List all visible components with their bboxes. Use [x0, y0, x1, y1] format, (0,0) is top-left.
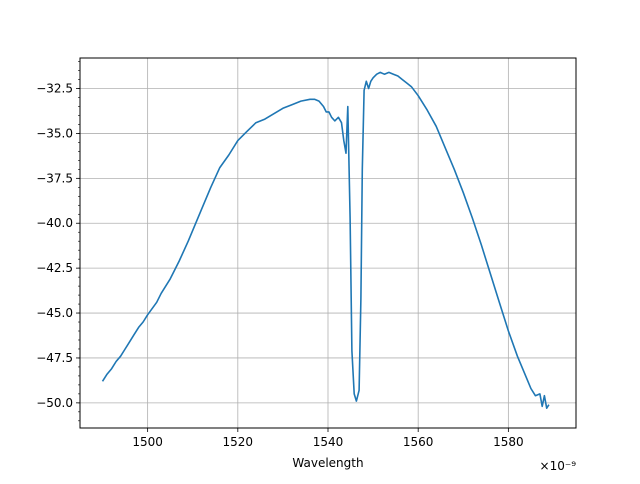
- x-axis-offset-label: ×10⁻⁹: [540, 459, 577, 473]
- y-tick-label: −32.5: [36, 82, 73, 96]
- series-layer: [101, 71, 550, 410]
- x-tick-label: 1540: [313, 435, 344, 449]
- x-tick-label: 1580: [493, 435, 524, 449]
- x-tick-label: 1500: [132, 435, 163, 449]
- plot-frame: [79, 57, 577, 429]
- y-tick-label: −42.5: [36, 261, 73, 275]
- y-tick-label: −37.5: [36, 171, 73, 185]
- grid-layer: [80, 58, 576, 428]
- y-tick-label: −35.0: [36, 126, 73, 140]
- y-tick-label: −45.0: [36, 306, 73, 320]
- x-tick-label: 1560: [403, 435, 434, 449]
- x-axis-label: Wavelength: [292, 456, 363, 470]
- spectrum-line: [101, 71, 550, 410]
- y-tick-label: −40.0: [36, 216, 73, 230]
- x-tick-label: 1520: [223, 435, 254, 449]
- tick-layer: 1500 1520 1540 1560 1580 −32.5 −35.0 −37.5 −40.0…: [36, 61, 524, 449]
- y-tick-label: −50.0: [36, 396, 73, 410]
- y-tick-label: −47.5: [36, 351, 73, 365]
